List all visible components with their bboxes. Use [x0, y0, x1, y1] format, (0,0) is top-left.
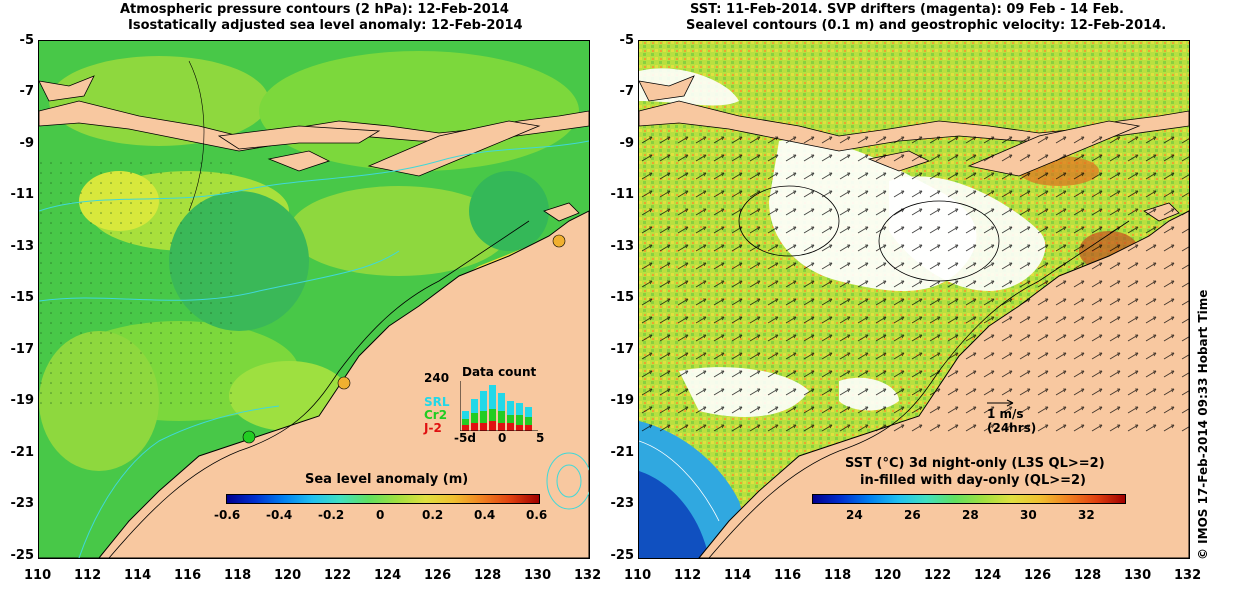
- sla-tick: -0.6: [214, 508, 241, 522]
- y-tick: -19: [10, 393, 35, 408]
- sst-colorbar: [812, 494, 1126, 504]
- x-tick: 128: [1074, 568, 1102, 583]
- y-tick: -21: [10, 445, 35, 460]
- sst-tick: 28: [962, 508, 979, 522]
- x-tick: 116: [174, 568, 202, 583]
- sst-colorbar-label2: in-filled with day-only (QL>=2): [860, 473, 1087, 488]
- data-count-xtick-3: 5: [536, 431, 545, 445]
- x-tick: 130: [1124, 568, 1152, 583]
- x-tick: 132: [1174, 568, 1202, 583]
- sst-tick: 24: [846, 508, 863, 522]
- y-tick: -11: [610, 187, 635, 202]
- scale-label-duration: (24hrs): [987, 421, 1037, 435]
- y-tick: -15: [610, 290, 635, 305]
- left-title-line2: Isostatically adjusted sea level anomaly…: [128, 18, 523, 33]
- sla-tick: 0.4: [474, 508, 496, 522]
- x-tick: 110: [24, 568, 52, 583]
- sst-tick: 32: [1078, 508, 1095, 522]
- x-tick: 130: [524, 568, 552, 583]
- x-tick: 124: [974, 568, 1002, 583]
- sst-tick: 26: [904, 508, 921, 522]
- left-x-axis: 110 112 114 116 118 120 122 124 126 128 …: [24, 568, 604, 586]
- right-x-axis: 110 112 114 116 118 120 122 124 126 128 …: [624, 568, 1204, 586]
- x-tick: 118: [824, 568, 852, 583]
- data-count-title: Data count: [462, 365, 537, 379]
- sla-tick: 0.2: [422, 508, 444, 522]
- x-tick: 118: [224, 568, 252, 583]
- x-tick: 128: [474, 568, 502, 583]
- x-tick: 112: [74, 568, 102, 583]
- sumba-island: [267, 150, 331, 172]
- x-tick: 120: [874, 568, 902, 583]
- data-count-inset: Data count 240 SRL Cr2 J-2 -5d 0 5: [420, 365, 555, 445]
- data-count-series-j2: J-2: [424, 421, 442, 435]
- sla-tick: 0.6: [526, 508, 548, 522]
- timor-island: [367, 120, 541, 177]
- x-tick: 122: [324, 568, 352, 583]
- right-y-axis: -5 -7 -9 -11 -13 -15 -17 -19 -21 -23 -25: [598, 33, 636, 563]
- right-title-line2: Sealevel contours (0.1 m) and geostrophi…: [686, 18, 1167, 33]
- sla-tick: 0: [376, 508, 385, 522]
- sla-colorbar-label: Sea level anomaly (m): [305, 472, 469, 487]
- y-tick: -5: [619, 33, 634, 48]
- x-tick: 132: [574, 568, 602, 583]
- y-tick: -11: [10, 187, 35, 202]
- sst-colorbar-ticks: 24 26 28 30 32: [840, 508, 1120, 524]
- x-tick: 126: [424, 568, 452, 583]
- y-tick: -13: [610, 239, 635, 254]
- y-tick: -13: [10, 239, 35, 254]
- data-count-xtick-1: -5d: [454, 431, 476, 445]
- x-tick: 126: [1024, 568, 1052, 583]
- y-tick: -7: [19, 84, 34, 99]
- x-tick: 112: [674, 568, 702, 583]
- y-tick: -25: [10, 548, 35, 563]
- y-tick: -5: [19, 33, 34, 48]
- sst-colorbar-label1: SST (°C) 3d night-only (L3S QL>=2): [845, 456, 1105, 471]
- y-tick: -9: [19, 136, 34, 151]
- sla-colorbar: [226, 494, 540, 504]
- data-count-ymax: 240: [424, 371, 450, 385]
- sla-tick: -0.2: [318, 508, 345, 522]
- sst-tick: 30: [1020, 508, 1037, 522]
- scale-label-speed: 1 m/s: [987, 407, 1024, 421]
- left-y-axis: -5 -7 -9 -11 -13 -15 -17 -19 -21 -23 -25: [0, 33, 36, 563]
- data-count-series-cr2: Cr2: [424, 408, 448, 422]
- x-tick: 110: [624, 568, 652, 583]
- australia-land: [39, 210, 589, 558]
- y-tick: -25: [610, 548, 635, 563]
- right-title-line1: SST: 11-Feb-2014. SVP drifters (magenta)…: [690, 2, 1124, 17]
- y-tick: -9: [619, 136, 634, 151]
- x-tick: 122: [924, 568, 952, 583]
- data-count-xtick-2: 0: [498, 431, 507, 445]
- y-tick: -15: [10, 290, 35, 305]
- imos-credit: © IMOS 17-Feb-2014 09:33 Hobart Time: [1196, 289, 1210, 560]
- x-tick: 120: [274, 568, 302, 583]
- y-tick: -21: [610, 445, 635, 460]
- x-tick: 116: [774, 568, 802, 583]
- y-tick: -7: [619, 84, 634, 99]
- x-tick: 114: [724, 568, 752, 583]
- sst-map: [638, 40, 1190, 559]
- left-title-line1: Atmospheric pressure contours (2 hPa): 1…: [120, 2, 509, 17]
- data-count-bars: [460, 381, 538, 431]
- y-tick: -17: [610, 342, 635, 357]
- y-tick: -23: [610, 496, 635, 511]
- sla-colorbar-ticks: -0.6 -0.4 -0.2 0 0.2 0.4 0.6: [210, 508, 570, 524]
- data-count-series-srl: SRL: [424, 395, 450, 409]
- y-tick: -23: [10, 496, 35, 511]
- sla-tick: -0.4: [266, 508, 293, 522]
- y-tick: -19: [610, 393, 635, 408]
- y-tick: -17: [10, 342, 35, 357]
- x-tick: 114: [124, 568, 152, 583]
- velocity-scale: 1 m/s (24hrs): [985, 398, 1055, 438]
- scale-arrow-icon: [987, 399, 1014, 407]
- sea-level-map: [38, 40, 590, 559]
- x-tick: 124: [374, 568, 402, 583]
